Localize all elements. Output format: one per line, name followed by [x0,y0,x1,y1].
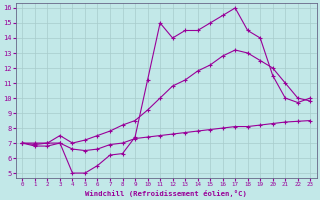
X-axis label: Windchill (Refroidissement éolien,°C): Windchill (Refroidissement éolien,°C) [85,190,247,197]
